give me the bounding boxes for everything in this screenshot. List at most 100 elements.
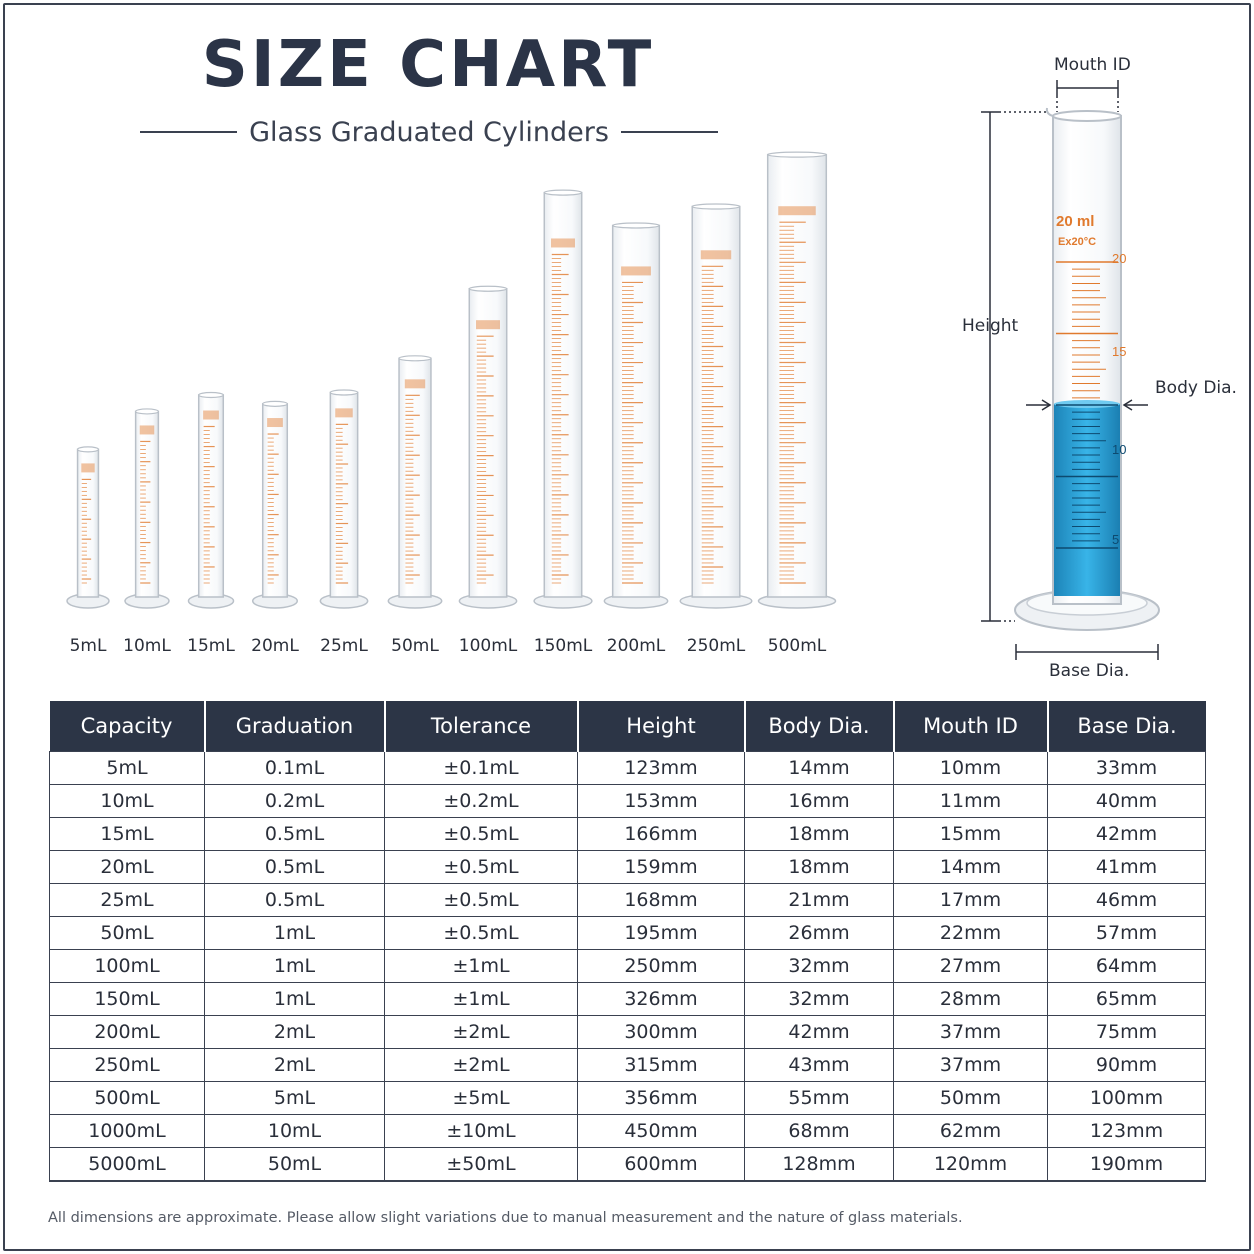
cell-mouth-id: 37mm: [893, 1048, 1048, 1082]
cell-base-dia: 41mm: [1047, 850, 1206, 884]
column-header-base-dia: Base Dia.: [1047, 701, 1206, 752]
diagram-spout: [1045, 107, 1054, 117]
cell-base-dia: 65mm: [1047, 982, 1206, 1016]
diagram-cylinder: 20 ml Ex20°C 20 15 10 5: [981, 80, 1160, 660]
cylinder-rim: [543, 189, 583, 196]
cylinder-body: [197, 394, 225, 598]
column-header-capacity: Capacity: [49, 701, 206, 752]
cell-height: 315mm: [577, 1048, 745, 1082]
table-row: 15mL 0.5mL ±0.5mL 166mm 18mm 15mm 42mm: [49, 817, 1206, 851]
capacity-marking: [267, 418, 283, 428]
cylinder-rim: [767, 151, 827, 158]
cell-base-dia: 75mm: [1047, 1015, 1206, 1049]
cell-body-dia: 43mm: [744, 1048, 894, 1082]
capacity-marking: [700, 250, 732, 260]
cell-height: 168mm: [577, 883, 745, 917]
table-row: 150mL 1mL ±1mL 326mm 32mm 28mm 65mm: [49, 982, 1206, 1016]
footnote: All dimensions are approximate. Please a…: [48, 1210, 963, 1226]
cell-tolerance: ±0.5mL: [384, 850, 578, 884]
cell-body-dia: 42mm: [744, 1015, 894, 1049]
cell-graduation: 5mL: [204, 1081, 385, 1115]
cell-graduation: 2mL: [204, 1048, 385, 1082]
cell-mouth-id: 28mm: [893, 982, 1048, 1016]
cylinder-lineup: [66, 151, 837, 609]
cell-mouth-id: 37mm: [893, 1015, 1048, 1049]
diagram-temp-marking: Ex20°C: [1058, 236, 1096, 248]
body-dia-label: Body Dia.: [1155, 378, 1237, 398]
cylinder-rim: [262, 400, 288, 407]
cell-body-dia: 26mm: [744, 916, 894, 950]
cylinder-rim: [135, 408, 159, 415]
capacity-marking: [335, 408, 353, 418]
table-row: 500mL 5mL ±5mL 356mm 55mm 50mm 100mm: [49, 1081, 1206, 1115]
page-frame: [3, 3, 1251, 1251]
subtitle-row: Glass Graduated Cylinders: [140, 112, 718, 152]
cell-height: 123mm: [577, 751, 745, 785]
cell-capacity: 20mL: [49, 850, 205, 884]
diagram-mark-15: 15: [1112, 344, 1126, 359]
capacity-marking: [81, 463, 95, 473]
column-header-height: Height: [577, 701, 746, 752]
dimension-lines: [981, 80, 1159, 660]
diagram-liquid: [1054, 404, 1120, 596]
capacity-label: 100mL: [458, 636, 518, 656]
cell-tolerance: ±10mL: [384, 1114, 578, 1148]
column-header-tolerance: Tolerance: [384, 701, 579, 752]
cell-graduation: 1mL: [204, 982, 385, 1016]
cell-base-dia: 33mm: [1047, 751, 1206, 785]
cell-mouth-id: 27mm: [893, 949, 1048, 983]
cell-capacity: 150mL: [49, 982, 205, 1016]
base-dia-label: Base Dia.: [1049, 661, 1130, 681]
cell-height: 166mm: [577, 817, 745, 851]
cylinder: [387, 355, 443, 609]
mouth-id-label: Mouth ID: [1054, 55, 1131, 75]
cell-capacity: 250mL: [49, 1048, 205, 1082]
cylinder: [603, 222, 669, 609]
cell-graduation: 0.1mL: [204, 751, 385, 785]
cylinder-rim: [468, 285, 508, 292]
cylinder: [66, 446, 110, 609]
cell-height: 450mm: [577, 1114, 745, 1148]
cylinder-rim: [398, 355, 432, 362]
cell-capacity: 10mL: [49, 784, 205, 818]
size-spec-table: Capacity Graduation Tolerance Height Bod…: [49, 701, 1206, 1182]
cell-height: 326mm: [577, 982, 745, 1016]
cylinder: [187, 391, 235, 609]
cell-body-dia: 128mm: [744, 1147, 894, 1182]
cell-capacity: 15mL: [49, 817, 205, 851]
capacity-label: 10mL: [123, 636, 171, 656]
cell-capacity: 5mL: [49, 751, 205, 785]
cylinder-rim: [76, 446, 100, 453]
cell-graduation: 0.2mL: [204, 784, 385, 818]
cell-base-dia: 42mm: [1047, 817, 1206, 851]
cell-tolerance: ±0.5mL: [384, 916, 578, 950]
cell-mouth-id: 15mm: [893, 817, 1048, 851]
capacity-marking: [203, 410, 219, 420]
cylinder-rim: [329, 389, 359, 396]
diagram-graduations: [1056, 261, 1118, 549]
table-row: 10mL 0.2mL ±0.2mL 153mm 16mm 11mm 40mm: [49, 784, 1206, 818]
diagram-mark-10: 10: [1112, 442, 1126, 457]
cell-mouth-id: 120mm: [893, 1147, 1048, 1182]
cell-body-dia: 16mm: [744, 784, 894, 818]
cell-body-dia: 18mm: [744, 817, 894, 851]
cell-height: 600mm: [577, 1147, 745, 1182]
cylinder: [757, 151, 837, 609]
diagram-capacity-marking: 20 ml: [1056, 213, 1094, 230]
column-header-mouth-id: Mouth ID: [893, 701, 1049, 752]
cell-capacity: 200mL: [49, 1015, 205, 1049]
cell-mouth-id: 50mm: [893, 1081, 1048, 1115]
capacity-label: 5mL: [69, 636, 107, 656]
cell-graduation: 1mL: [204, 949, 385, 983]
cell-capacity: 50mL: [49, 916, 205, 950]
cell-base-dia: 64mm: [1047, 949, 1206, 983]
cell-mouth-id: 22mm: [893, 916, 1048, 950]
diagram-rim: [1052, 110, 1122, 122]
cylinder-illustration: 20 ml Ex20°C 20 15 10 5: [66, 80, 1160, 660]
cell-body-dia: 55mm: [744, 1081, 894, 1115]
cell-height: 356mm: [577, 1081, 745, 1115]
cell-capacity: 5000mL: [49, 1147, 205, 1182]
capacity-label: 25mL: [320, 636, 368, 656]
cell-graduation: 50mL: [204, 1147, 385, 1182]
page-subtitle: Glass Graduated Cylinders: [249, 116, 609, 148]
